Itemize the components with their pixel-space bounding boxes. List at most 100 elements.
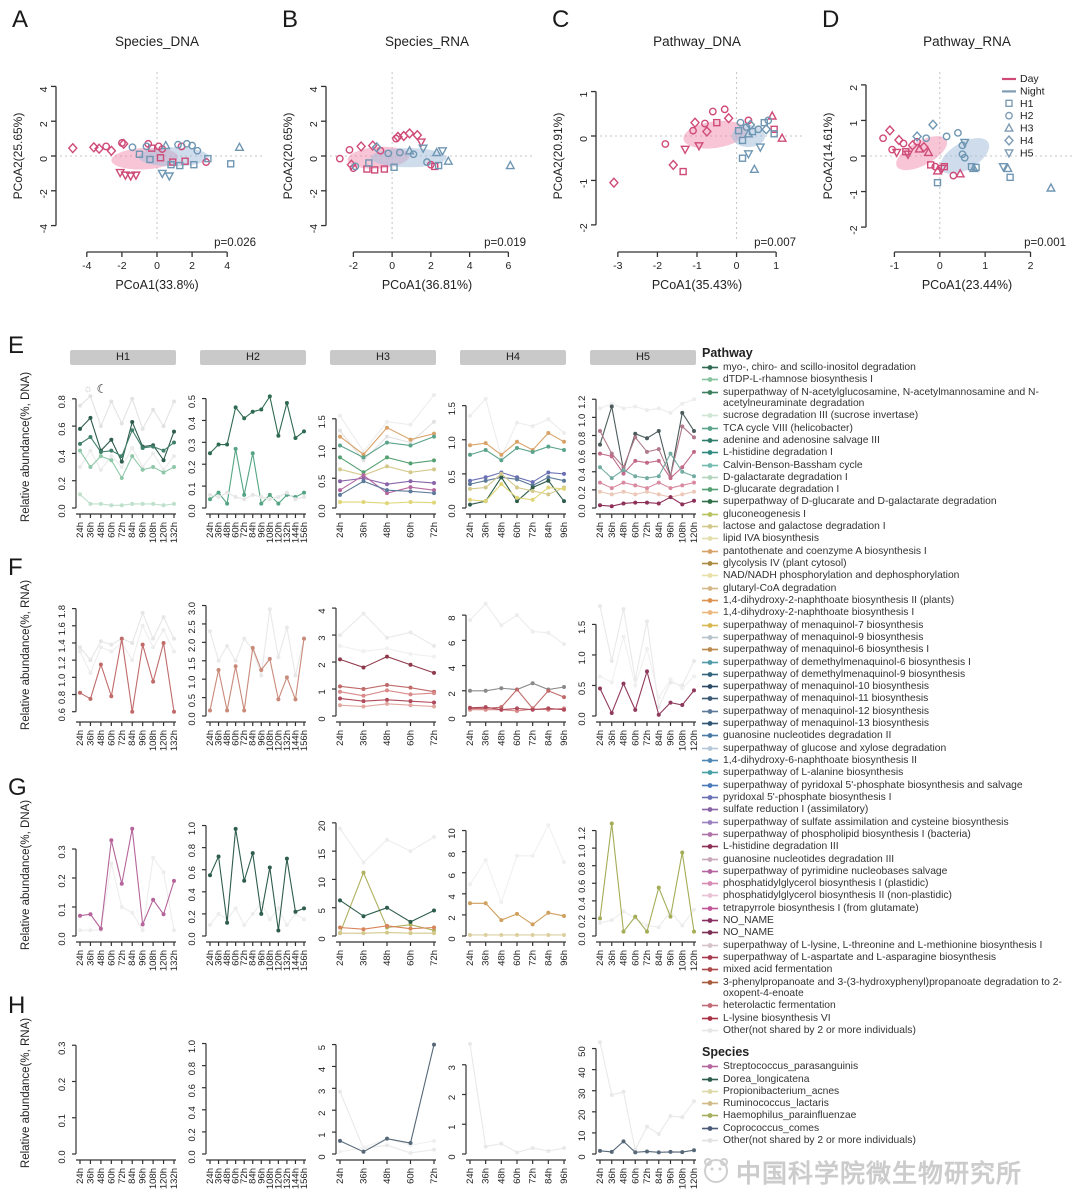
abundance-point [562,430,566,435]
legend-label: superpathway of demethylmenaquinol-9 bio… [723,668,966,680]
svg-text:108h: 108h [265,1168,276,1189]
abundance-point [633,492,638,497]
svg-text:0: 0 [447,1154,458,1159]
abundance-point [361,1149,366,1154]
abundance-point [109,838,114,843]
svg-text:48h: 48h [619,522,630,538]
svg-text:48h: 48h [496,1168,507,1184]
abundance-point [250,492,255,497]
abundance-point [598,1040,602,1045]
abundance-point [680,923,685,928]
abundance-point [284,400,289,405]
abundance-point [515,687,519,692]
abundance-point [515,439,519,444]
abundance-point [284,856,289,861]
abundance-point [515,911,519,916]
svg-text:48h: 48h [496,522,507,538]
abundance-line [79,416,175,464]
svg-text:96h: 96h [138,950,149,966]
pathway-legend-item: superpathway of menaquinol-7 biosynthesi… [702,620,1078,631]
legend-label: 1,4-dihydroxy-6-naphthoate biosynthesis … [723,755,918,766]
legend-key-icon [702,598,718,603]
abundance-point [338,492,342,497]
abundance-point [530,1146,535,1151]
abundance-point [656,447,661,452]
abundance-point [109,399,114,404]
abundance-point [172,399,176,404]
scatter-point [1004,149,1014,159]
abundance-point [432,392,436,397]
subject-header-h2: H2 [200,350,306,365]
svg-text:1.5: 1.5 [317,415,328,428]
abundance-point [408,422,413,427]
legend-label: Coprococcus_comes [723,1122,820,1134]
svg-text:24h: 24h [595,1168,606,1184]
svg-text:-2: -2 [578,223,590,232]
svg-text:1.0: 1.0 [447,436,458,449]
scatter-point [106,145,117,157]
abundance-point [483,396,488,401]
svg-text:96h: 96h [256,950,267,966]
abundance-point [385,419,389,424]
svg-text:0: 0 [937,260,943,272]
abundance-point [680,1115,685,1120]
abundance-point [250,851,255,856]
abundance-point [546,823,551,828]
pathway-legend-item: superpathway of phospholipid biosynthesi… [702,829,1078,840]
svg-text:0.8: 0.8 [187,844,198,857]
legend-key-icon [702,585,718,591]
svg-text:0.0: 0.0 [57,1150,68,1163]
abundance-point [338,925,342,930]
svg-text:24h: 24h [75,950,86,966]
svg-text:108h: 108h [148,730,159,751]
abundance-point [633,435,638,440]
abundance-point [562,439,566,444]
abundance-point [562,499,566,504]
scatter-point [891,148,902,158]
legend-label: superpathway of phospholipid biosynthesi… [723,828,971,840]
svg-text:48h: 48h [382,730,393,746]
svg-text:72h: 72h [117,730,128,746]
svg-text:0.2: 0.2 [57,1078,68,1091]
svg-text:132h: 132h [169,522,178,543]
abundance-point [499,932,504,937]
legend-label: myo-, chiro- and scillo-inositol degrada… [723,362,916,373]
svg-text:48h: 48h [496,730,507,746]
svg-text:96h: 96h [666,950,677,966]
legend-key-icon [702,782,718,788]
abundance-point [130,658,135,663]
pathway-legend-item: superpathway of L-aspartate and L-aspara… [702,952,1078,963]
abundance-point [88,435,93,440]
svg-text:2: 2 [1028,260,1034,272]
scatter-point [120,171,131,181]
svg-text:0.0: 0.0 [187,504,198,517]
pcoa-plot-a: Species_DNA PCoA2(25.65%) -4 -2 0 2 4 -4 -2 0 2 4 PC… [11,34,264,292]
abundance-line [599,406,695,477]
abundance-point [78,403,82,408]
legend-label: guanosine nucleotides degradation III [723,853,895,865]
lineplot-e-h1: 0.0 0.2 0.4 0.6 0.8 24h 36h 48h 60h 72h 84h 96h 108h… [57,382,178,543]
legend-key-icon [702,487,718,493]
abundance-point [656,501,661,506]
abundance-point [130,640,135,645]
svg-text:0.4: 0.4 [187,1106,198,1119]
svg-text:108h: 108h [148,1168,159,1189]
abundance-point [119,465,124,470]
abundance-point [468,478,472,483]
svg-text:36h: 36h [607,730,618,746]
svg-text:0.0: 0.0 [187,932,198,945]
svg-text:120h: 120h [159,1168,170,1189]
svg-text:60h: 60h [512,522,523,538]
abundance-point [598,465,602,470]
abundance-point [515,420,519,425]
svg-text:120h: 120h [273,1168,284,1189]
svg-text:36h: 36h [214,730,225,746]
legend-key-icon [702,450,718,456]
abundance-point [338,467,342,472]
svg-text:72h: 72h [429,522,438,538]
svg-text:96h: 96h [559,730,568,746]
abundance-point [680,1150,685,1155]
svg-text:36h: 36h [481,950,492,966]
abundance-point [109,503,114,508]
legend-label: NAD/NADH phosphorylation and dephosphory… [723,570,960,582]
